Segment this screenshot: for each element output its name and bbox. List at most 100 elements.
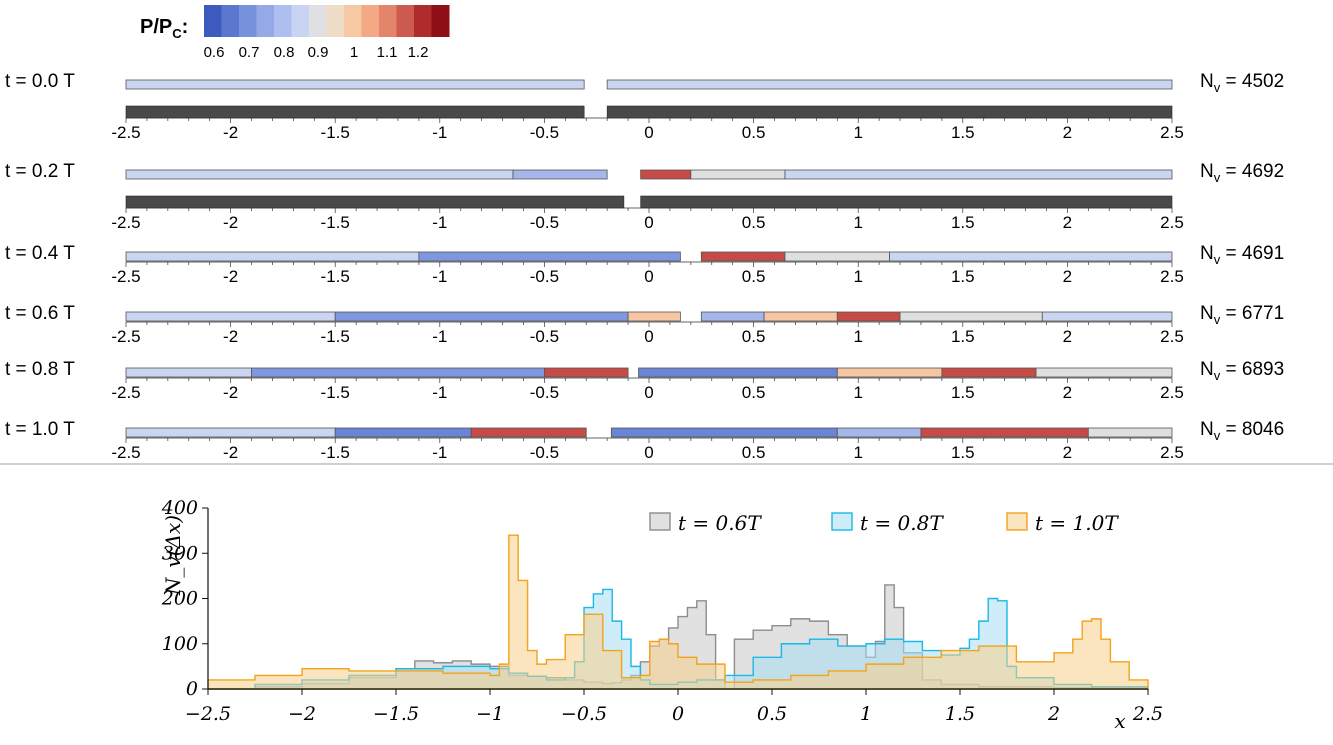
strip-tick-label: 2.5 bbox=[1160, 267, 1184, 286]
strip-tick-label: 1.5 bbox=[951, 267, 975, 286]
strip-tick-label: -0.5 bbox=[530, 123, 559, 142]
strip-segment bbox=[700, 251, 786, 262]
strip-tick-label: 1 bbox=[853, 383, 862, 402]
strip-tick-label: 0 bbox=[644, 327, 653, 346]
strip-tick-label: -2 bbox=[223, 443, 238, 462]
colorbar-tick-label: 0.7 bbox=[239, 44, 260, 61]
strip-tick-label: -1.5 bbox=[321, 267, 350, 286]
nv-count: Nv = 4502 bbox=[1200, 71, 1284, 95]
strip-segment bbox=[418, 251, 681, 262]
vortex-band bbox=[125, 105, 585, 119]
strip-tick-label: 0.5 bbox=[742, 327, 766, 346]
strip-tick-label: -0.5 bbox=[530, 443, 559, 462]
strip-tick-label: -2.5 bbox=[111, 443, 140, 462]
x-tick-label: −1.5 bbox=[373, 703, 419, 725]
strip-segment bbox=[334, 427, 472, 438]
strip-tick-label: 2 bbox=[1063, 443, 1072, 462]
strip-tick-label: -1 bbox=[432, 123, 447, 142]
strip-segment bbox=[836, 427, 922, 438]
strip-row: t = 0.2 T -2.5 -2 -1.5 -1 -0.5 0 0.5 1 1.5 2 2.5 Nv … bbox=[5, 161, 1284, 232]
strip-tick-label: 1 bbox=[853, 267, 862, 286]
strip-tick-label: 2.5 bbox=[1160, 443, 1184, 462]
y-tick-label: 0 bbox=[186, 678, 198, 700]
strip-tick-label: 1 bbox=[853, 213, 862, 232]
x-tick-label: 0.5 bbox=[757, 703, 787, 725]
colorbar-swatch bbox=[274, 5, 292, 37]
vortex-strips: t = 0.0 T -2.5 -2 -1.5 -1 -0.5 0 0.5 1 1.5 2 2.5 Nv … bbox=[5, 71, 1284, 462]
strip-tick-label: -2.5 bbox=[111, 213, 140, 232]
strip-segment bbox=[941, 367, 1037, 378]
strip-tick-label: 0 bbox=[644, 383, 653, 402]
strip-segment bbox=[640, 169, 692, 180]
strip-tick-label: -1.5 bbox=[321, 443, 350, 462]
strip-tick-label: -1.5 bbox=[321, 327, 350, 346]
strip-segment bbox=[334, 311, 629, 322]
strip-tick-label: 0.5 bbox=[742, 383, 766, 402]
y-tick-label: 400 bbox=[161, 497, 198, 519]
x-tick-label: 1 bbox=[860, 703, 872, 725]
strip-tick-label: 1.5 bbox=[951, 327, 975, 346]
strip-tick-label: 1.5 bbox=[951, 443, 975, 462]
strip-tick-label: -2.5 bbox=[111, 123, 140, 142]
strip-tick-label: 2 bbox=[1063, 327, 1072, 346]
colorbar-tick-label: 1.2 bbox=[408, 44, 429, 61]
legend-label: t = 0.6T bbox=[678, 511, 762, 535]
x-tick-label: 2.5 bbox=[1132, 703, 1163, 725]
strip-tick-label: 0 bbox=[644, 213, 653, 232]
colorbar-tick-label: 0.8 bbox=[274, 44, 295, 61]
colorbar-swatch bbox=[396, 5, 415, 37]
strip-segment bbox=[763, 311, 838, 322]
strip-tick-label: -1.5 bbox=[321, 213, 350, 232]
time-label: t = 0.4 T bbox=[5, 243, 75, 264]
strip-tick-label: 1.5 bbox=[951, 213, 975, 232]
colorbar-tick-label: 0.6 bbox=[204, 44, 225, 61]
strip-tick-label: 2.5 bbox=[1160, 213, 1184, 232]
histogram-axes: −2.5 −2 −1.5 −1 −0.5 0 0.5 1 1.5 2 2.5 0 100 200 300 40… bbox=[161, 497, 1163, 725]
strip-segment bbox=[899, 311, 1043, 322]
strip-segment bbox=[784, 251, 890, 262]
strip-tick-label: 2 bbox=[1063, 383, 1072, 402]
strip-tick-label: -2 bbox=[223, 213, 238, 232]
strip-segment bbox=[784, 169, 1173, 180]
strip-tick-label: -2 bbox=[223, 123, 238, 142]
strip-segment bbox=[512, 169, 608, 180]
time-label: t = 0.6 T bbox=[5, 303, 75, 324]
colorbar-swatch bbox=[344, 5, 362, 37]
histogram-series-2 bbox=[207, 534, 1149, 690]
colorbar-ticks: 0.6 0.7 0.8 0.9 1 1.1 1.2 bbox=[204, 44, 429, 61]
legend-swatch bbox=[1006, 512, 1028, 531]
strip-tick-label: -2.5 bbox=[111, 327, 140, 346]
time-label: t = 0.0 T bbox=[5, 71, 75, 92]
strip-tick-label: 1 bbox=[853, 327, 862, 346]
strip-row: t = 1.0 T -2.5 -2 -1.5 -1 -0.5 0 0.5 1 1.5 2 2.5 Nv … bbox=[5, 419, 1284, 462]
nv-count: Nv = 6771 bbox=[1200, 303, 1284, 327]
strip-segment bbox=[610, 427, 838, 438]
strip-segment bbox=[690, 169, 786, 180]
colorbar-tick-label: 1 bbox=[350, 44, 358, 61]
strip-segment bbox=[606, 79, 1173, 90]
x-tick-label: 1.5 bbox=[945, 703, 975, 725]
strip-segment bbox=[125, 311, 336, 322]
colorbar-swatch bbox=[361, 5, 380, 37]
strip-tick-label: 2.5 bbox=[1160, 327, 1184, 346]
strip-tick-label: -2.5 bbox=[111, 383, 140, 402]
x-tick-label: −2.5 bbox=[185, 703, 231, 725]
strip-segment bbox=[125, 79, 585, 90]
colorbar-swatch bbox=[221, 5, 240, 37]
strip-tick-label: 0 bbox=[644, 443, 653, 462]
nv-count: Nv = 4692 bbox=[1200, 161, 1284, 185]
strip-tick-label: -1 bbox=[432, 213, 447, 232]
x-tick-label: −1 bbox=[476, 703, 504, 725]
colorbar-swatch bbox=[414, 5, 432, 37]
colorbar-swatch bbox=[239, 5, 257, 37]
y-tick-label: 100 bbox=[162, 633, 198, 655]
strip-tick-label: -1.5 bbox=[321, 383, 350, 402]
strip-segment bbox=[125, 169, 514, 180]
colorbar-swatch bbox=[309, 5, 327, 37]
vortex-band bbox=[640, 195, 1173, 209]
x-tick-label: −0.5 bbox=[561, 703, 607, 725]
strip-tick-label: 0.5 bbox=[742, 123, 766, 142]
strip-tick-label: 0 bbox=[644, 267, 653, 286]
time-label: t = 0.8 T bbox=[5, 359, 75, 380]
strip-segment bbox=[125, 427, 336, 438]
